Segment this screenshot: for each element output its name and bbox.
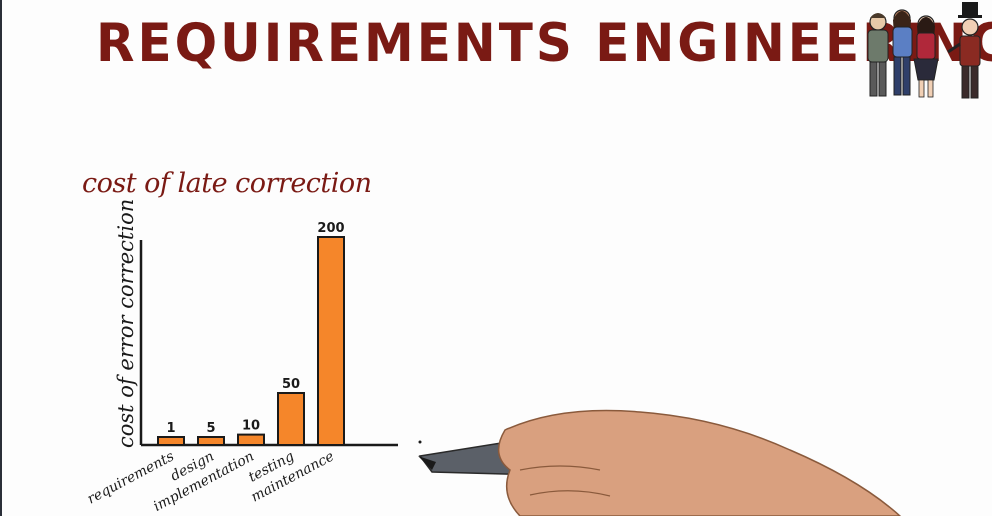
- bar-testing: [277, 392, 305, 446]
- chart-title: cost of late correction: [82, 168, 372, 199]
- bar-requirements: [157, 436, 185, 446]
- value-label-implementation: 10: [242, 419, 260, 434]
- y-axis-label: cost of error correction: [114, 199, 138, 448]
- value-label-testing: 50: [282, 377, 300, 392]
- value-label-maintenance: 200: [317, 221, 344, 236]
- video-frame-edge: [0, 0, 2, 516]
- bar-implementation: [237, 433, 265, 447]
- bar-maintenance: [317, 236, 345, 446]
- characters-illustration: [867, 2, 982, 99]
- page-title: REQUIREMENTS ENGINEERING: [96, 12, 992, 74]
- value-label-design: 5: [206, 421, 215, 436]
- value-label-requirements: 1: [166, 421, 175, 436]
- bar-design: [197, 436, 225, 446]
